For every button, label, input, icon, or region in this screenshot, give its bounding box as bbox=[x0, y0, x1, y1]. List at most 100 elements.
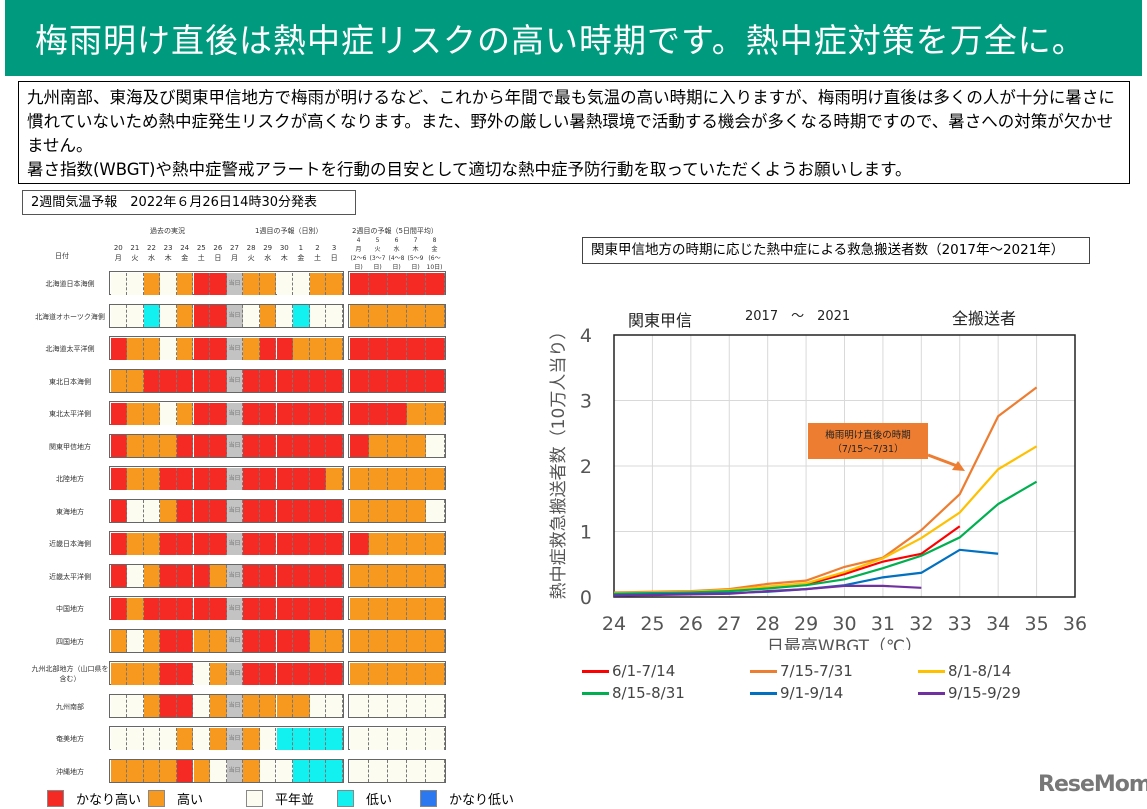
forecast-cell bbox=[349, 662, 369, 685]
forecast-cell bbox=[210, 500, 227, 522]
forecast-cell bbox=[326, 662, 343, 685]
forecast-cell bbox=[326, 565, 343, 587]
forecast-cell bbox=[210, 402, 227, 425]
today-cell: 当日 bbox=[226, 727, 244, 750]
forecast-cell bbox=[326, 500, 343, 522]
forecast-cell bbox=[160, 467, 177, 490]
forecast-cell bbox=[293, 695, 310, 717]
forecast-cell bbox=[160, 500, 177, 522]
forecast-cell bbox=[193, 337, 211, 360]
day-header: 29 水 bbox=[263, 244, 273, 262]
forecast-cell bbox=[387, 597, 407, 620]
weekly-row bbox=[348, 726, 446, 750]
forecast-cell bbox=[160, 337, 177, 360]
day-header: 21 火 bbox=[130, 244, 140, 262]
forecast-cell bbox=[243, 532, 260, 555]
forecast-cell bbox=[259, 305, 277, 327]
forecast-cell bbox=[243, 727, 260, 750]
weekly-row bbox=[348, 401, 446, 425]
forecast-cell bbox=[210, 305, 227, 327]
intro-text-box: 九州南部、東海及び関東甲信地方で梅雨が明けるなど、これから年間で最も気温の高い時… bbox=[18, 81, 1130, 184]
chart: 24 25 26 27 28 29 30 31 32 33 34 35 3601234日最高WBGT（℃… bbox=[549, 309, 1087, 650]
forecast-cell bbox=[110, 435, 128, 457]
region-label: 北海道オホーツク海側 bbox=[35, 312, 105, 321]
forecast-cell bbox=[160, 727, 177, 750]
forecast-cell bbox=[243, 402, 260, 425]
week2-label: 2週目の予報（5日間平均） bbox=[352, 227, 438, 235]
today-cell: 当日 bbox=[226, 500, 244, 522]
forecast-cell bbox=[406, 760, 426, 782]
forecast-cell bbox=[160, 630, 177, 652]
forecast-cell bbox=[243, 597, 260, 620]
forecast-cell bbox=[309, 727, 327, 750]
forecast-cell bbox=[110, 727, 128, 750]
forecast-cell bbox=[349, 532, 369, 555]
today-cell: 当日 bbox=[226, 370, 244, 392]
plot-frame bbox=[613, 334, 1076, 598]
week1-label: 1週目の予報（日別） bbox=[255, 227, 323, 235]
forecast-cell bbox=[406, 500, 426, 522]
forecast-cell bbox=[309, 435, 327, 457]
series-line bbox=[613, 386, 1038, 594]
annotation-text: 梅雨明け直後の時期 bbox=[825, 429, 911, 441]
week-header: 8 金 (6〜10日) bbox=[426, 237, 443, 271]
forecast-cell bbox=[293, 435, 310, 457]
forecast-cell bbox=[127, 305, 144, 327]
legend-line-icon bbox=[582, 691, 609, 695]
forecast-cell bbox=[425, 370, 445, 392]
legend-label: 9/15-9/29 bbox=[948, 684, 1021, 702]
forecast-cell bbox=[259, 565, 277, 587]
forecast-cell bbox=[406, 337, 426, 360]
forecast-cell bbox=[210, 727, 227, 750]
forecast-cell bbox=[127, 565, 144, 587]
forecast-cell bbox=[259, 467, 277, 490]
forecast-cell bbox=[127, 597, 144, 620]
forecast-cell bbox=[425, 500, 445, 522]
forecast-cell bbox=[406, 305, 426, 327]
region-label: 九州南部 bbox=[56, 702, 84, 711]
y-tick-label: 4 bbox=[580, 325, 592, 347]
today-cell: 当日 bbox=[226, 272, 244, 295]
daily-row bbox=[109, 693, 345, 718]
daily-row bbox=[109, 596, 345, 620]
forecast-cell bbox=[176, 402, 194, 425]
today-cell: 当日 bbox=[226, 597, 244, 620]
region-label: 四国地方 bbox=[56, 637, 84, 646]
forecast-cell bbox=[193, 402, 211, 425]
forecast-cell bbox=[293, 337, 310, 360]
today-cell: 当日 bbox=[226, 467, 244, 490]
weekly-row bbox=[348, 661, 446, 685]
forecast-cell bbox=[309, 597, 327, 620]
weekly-row bbox=[348, 628, 446, 653]
forecast-cell bbox=[176, 760, 194, 782]
forecast-cell bbox=[143, 532, 161, 555]
forecast-cell bbox=[326, 435, 343, 457]
daily-row bbox=[109, 563, 345, 588]
forecast-cell bbox=[349, 467, 369, 490]
forecast-cell bbox=[143, 500, 161, 522]
forecast-cell bbox=[160, 532, 177, 555]
forecast-cell bbox=[193, 500, 211, 522]
forecast-cell bbox=[193, 305, 211, 327]
forecast-cell bbox=[110, 272, 128, 295]
forecast-cell bbox=[309, 370, 327, 392]
legend-item: 平年並 bbox=[246, 790, 314, 808]
forecast-cell bbox=[276, 760, 294, 782]
x-tick-label: 36 bbox=[1063, 613, 1087, 635]
x-tick-label: 26 bbox=[679, 613, 703, 635]
today-cell: 当日 bbox=[226, 760, 244, 782]
forecast-cell bbox=[368, 597, 388, 620]
day-header: 23 木 bbox=[163, 244, 173, 262]
forecast-cell bbox=[406, 435, 426, 457]
weekly-row bbox=[348, 433, 446, 458]
forecast-cell bbox=[387, 500, 407, 522]
daily-row bbox=[109, 661, 345, 685]
forecast-cell bbox=[259, 370, 277, 392]
forecast-cell bbox=[193, 695, 211, 717]
forecast-cell bbox=[349, 305, 369, 327]
x-tick-label: 33 bbox=[948, 613, 972, 635]
today-cell: 当日 bbox=[226, 435, 244, 457]
forecast-cell bbox=[425, 272, 445, 295]
daily-row bbox=[109, 303, 345, 328]
region-label: 東海地方 bbox=[56, 507, 84, 516]
